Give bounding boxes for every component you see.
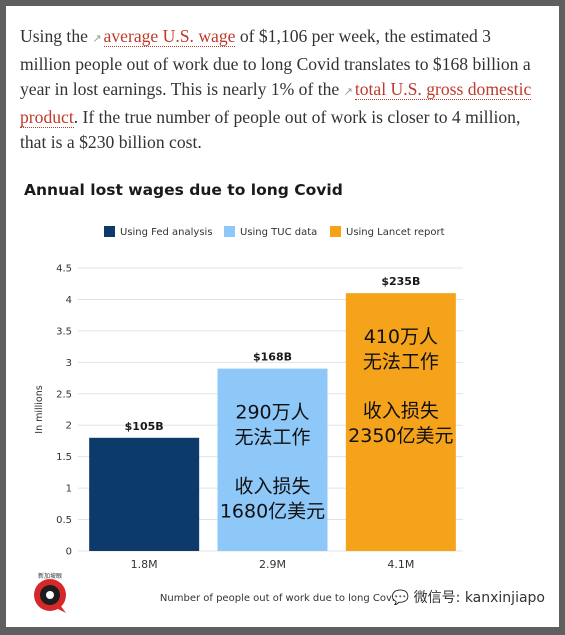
link-gdp[interactable]: total U.S. gross domestic product	[20, 79, 532, 128]
wechat-watermark: 💬 微信号: kanxinjiapo	[392, 587, 545, 607]
y-tick-label: 3	[66, 358, 72, 369]
legend-label: Using TUC data	[240, 227, 317, 238]
link-average-wage[interactable]: average U.S. wage	[103, 26, 236, 47]
x-axis-label: Number of people out of work due to long…	[160, 593, 401, 604]
legend-swatch	[330, 226, 341, 237]
y-tick-label: 0	[66, 547, 72, 558]
bar-annotation: 收入损失	[363, 400, 439, 422]
chart-title: Annual lost wages due to long Covid	[24, 181, 343, 199]
legend-swatch	[224, 226, 235, 237]
bar-value-label: $235B	[381, 275, 420, 288]
y-tick-label: 2.5	[56, 389, 72, 400]
bar-value-label: $105B	[125, 420, 164, 433]
legend-swatch	[104, 226, 115, 237]
x-tick-label: 4.1M	[387, 558, 414, 571]
bar-annotation: 2350亿美元	[348, 425, 453, 447]
bar-value-label: $168B	[253, 351, 292, 364]
bar-annotation: 无法工作	[363, 351, 439, 373]
y-axis-label: In millions	[34, 385, 45, 433]
article-text-3: . If the true number of people out of wo…	[20, 106, 521, 153]
bar-annotation: 收入损失	[234, 476, 310, 498]
bar	[217, 368, 328, 551]
watermark-text: 微信号: kanxinjiapo	[413, 590, 545, 606]
y-tick-label: 4.5	[56, 264, 72, 275]
y-tick-label: 3.5	[56, 326, 72, 337]
y-tick-label: 2	[66, 421, 72, 432]
legend-label: Using Lancet report	[346, 227, 445, 238]
bar-chart: 290万人无法工作收入损失1680亿美元410万人无法工作收入损失2350亿美元…	[24, 181, 463, 604]
bar-annotation: 无法工作	[234, 427, 310, 449]
x-tick-label: 1.8M	[131, 558, 158, 571]
bar	[345, 293, 456, 551]
bar	[89, 437, 200, 551]
article-paragraph: Using the ↗ average U.S. wage of $1,106 p…	[20, 24, 540, 156]
x-tick-label: 2.9M	[259, 558, 286, 571]
wechat-icon: 💬	[391, 590, 410, 606]
logo-text: 新加坡眼	[38, 572, 62, 580]
legend-label: Using Fed analysis	[120, 227, 213, 238]
external-link-icon: ↗	[92, 32, 102, 45]
y-tick-label: 4	[66, 295, 72, 306]
site-logo: 新加坡眼	[30, 571, 70, 619]
chart-figure: 290万人 无法工作 收入损失 1680亿美元 410万人 无法工作 收入损失 2350亿美元…	[18, 158, 474, 626]
content-card: Using the ↗ average U.S. wage of $1,106 p…	[6, 6, 559, 627]
article-text-2: of $1,106 per week, the estimated 3 mill…	[20, 26, 531, 99]
y-tick-label: 1	[66, 484, 72, 495]
y-tick-label: 1.5	[56, 452, 72, 463]
bar-annotation: 1680亿美元	[220, 501, 325, 523]
external-link-icon: ↗	[343, 85, 353, 98]
y-tick-label: 0.5	[56, 515, 72, 526]
article-text-1: Using the	[20, 26, 93, 46]
bar-annotation: 410万人	[364, 326, 438, 348]
bar-annotation: 290万人	[235, 402, 309, 424]
